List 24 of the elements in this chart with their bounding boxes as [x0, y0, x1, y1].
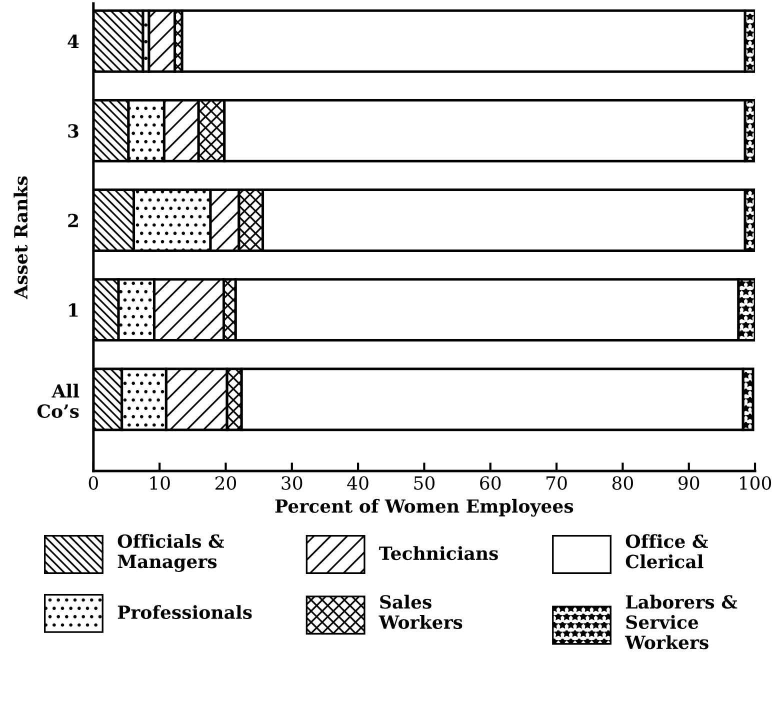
x-tick-label: 10 [150, 476, 170, 490]
y-tick-label: 3 [68, 124, 78, 138]
x-tick-label: 40 [347, 476, 368, 490]
legend-label: Sales Workers [378, 594, 462, 629]
x-tick-label: 50 [414, 476, 434, 490]
x-tick-label: 100 [740, 476, 772, 490]
legend-label: Laborers & Service Workers [624, 594, 738, 650]
y-axis-title: Asset Ranks [14, 176, 28, 300]
x-tick-label: 90 [678, 476, 700, 490]
legend-label: Technicians [379, 546, 498, 560]
x-tick-label: 70 [546, 476, 567, 490]
y-tick-label: All Co’s [37, 384, 80, 418]
x-tick-label: 0 [88, 476, 98, 490]
legend-label: Professionals [118, 605, 252, 620]
x-tick-label: 30 [282, 476, 302, 490]
x-axis-title: Percent of Women Employees [275, 498, 574, 517]
x-tick-label: 60 [480, 476, 501, 490]
x-tick-label: 20 [215, 476, 236, 490]
x-tick-label: 80 [612, 476, 633, 490]
legend-label: Officials & Managers [118, 534, 224, 572]
y-tick-label: 4 [68, 34, 79, 48]
y-tick-label: 1 [69, 303, 78, 317]
y-tick-label: 2 [68, 214, 78, 228]
legend-label: Office & Clerical [626, 534, 708, 568]
